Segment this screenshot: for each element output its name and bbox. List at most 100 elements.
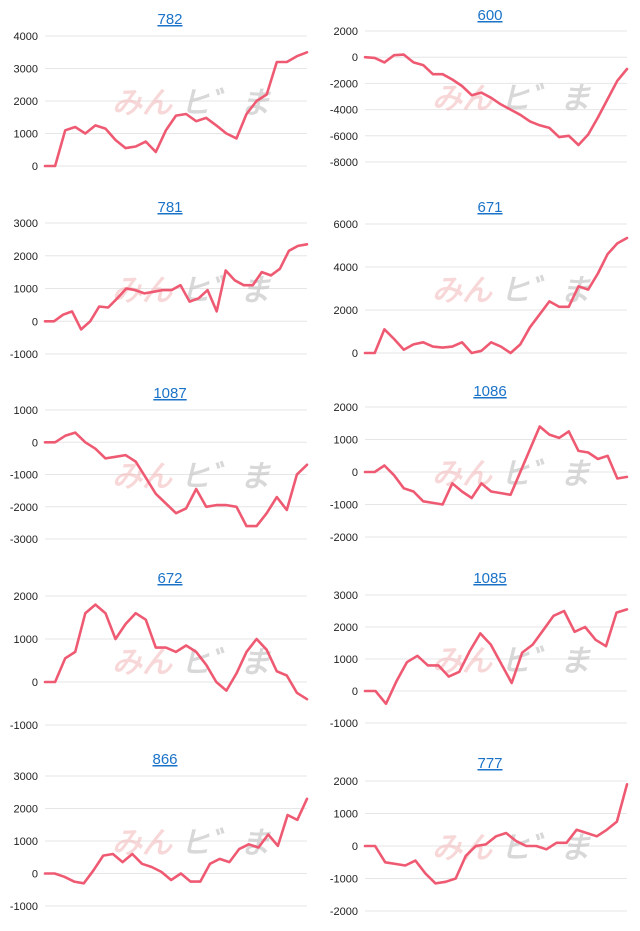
- y-tick-label: 0: [32, 316, 38, 328]
- y-tick-label: 3000: [14, 218, 38, 230]
- y-tick-label: 2000: [334, 305, 358, 317]
- y-tick-label: 2000: [14, 591, 38, 603]
- y-tick-label: 0: [32, 677, 38, 689]
- y-tick-label: 1000: [14, 405, 38, 417]
- y-tick-label: -4000: [330, 105, 358, 117]
- chart-panel-777: -2000 -1000 0 1000 2000 みん ヒ゛ま 777: [320, 745, 640, 931]
- chart-svg: -1000 0 1000 2000 3000 みん ヒ゛ま 1085: [330, 570, 629, 730]
- chart-panel-600: -8000 -6000 -4000 -2000 0 2000 みん ヒ゛ま 600: [320, 0, 640, 186]
- chart-title-link[interactable]: 671: [477, 199, 502, 216]
- chart-title-link[interactable]: 781: [157, 199, 182, 216]
- chart-panel-1085: -1000 0 1000 2000 3000 みん ヒ゛ま 1085: [320, 560, 640, 746]
- y-tick-label: 0: [352, 52, 358, 64]
- watermark-logo: ヒ゛ま: [500, 645, 591, 678]
- series-line: [363, 236, 629, 355]
- series-line: [363, 425, 629, 506]
- y-tick-label: -1000: [10, 349, 38, 361]
- chart-panel-781: -1000 0 1000 2000 3000 みん ヒ゛ま 781: [0, 190, 320, 376]
- series-line: [43, 431, 309, 528]
- watermark-logo: みん: [432, 832, 493, 865]
- watermark-logo: みん: [432, 275, 493, 308]
- y-tick-label: 0: [32, 869, 38, 881]
- series-line: [363, 782, 629, 885]
- chart-panel-866: -1000 0 1000 2000 3000 みん ヒ゛ま 866: [0, 745, 320, 931]
- y-tick-label: 1000: [14, 634, 38, 646]
- y-tick-label: 2000: [334, 402, 358, 414]
- chart-panel-782: 0 1000 2000 3000 4000 みん ヒ゛ま 782: [0, 0, 320, 186]
- series-line: [363, 53, 629, 147]
- watermark-logo: ヒ゛ま: [180, 461, 271, 494]
- y-tick-label: -1000: [10, 720, 38, 732]
- y-tick-label: 0: [352, 348, 358, 360]
- chart-title-link[interactable]: 782: [157, 11, 182, 28]
- y-tick-label: -1000: [330, 718, 358, 730]
- y-tick-label: 0: [352, 686, 358, 698]
- watermark-logo: みん: [112, 87, 173, 120]
- y-tick-label: 3000: [14, 64, 38, 76]
- y-tick-label: 1000: [14, 284, 38, 296]
- y-tick-label: -2000: [10, 502, 38, 514]
- y-tick-label: 2000: [334, 622, 358, 634]
- watermark-logo: みん: [112, 647, 173, 680]
- y-tick-label: -2000: [330, 906, 358, 918]
- chart-panel-671: 0 2000 4000 6000 みん ヒ゛ま 671: [320, 190, 640, 376]
- y-tick-label: 1000: [334, 809, 358, 821]
- y-tick-label: 0: [352, 841, 358, 853]
- y-tick-label: 2000: [14, 804, 38, 816]
- watermark-logo: みん: [112, 461, 173, 494]
- y-tick-label: 1000: [14, 836, 38, 848]
- y-tick-label: 2000: [334, 776, 358, 788]
- y-tick-label: 0: [32, 437, 38, 449]
- y-tick-label: -1000: [330, 874, 358, 886]
- y-tick-label: 0: [352, 467, 358, 479]
- chart-title-link[interactable]: 672: [157, 570, 182, 587]
- series-line: [43, 242, 309, 331]
- chart-title-link[interactable]: 866: [152, 751, 177, 768]
- y-tick-label: 0: [32, 161, 38, 173]
- y-tick-label: 6000: [334, 219, 358, 231]
- watermark-logo: みん: [112, 827, 173, 860]
- y-tick-label: 4000: [14, 31, 38, 43]
- y-tick-label: -1000: [10, 901, 38, 913]
- y-tick-label: 2000: [14, 96, 38, 108]
- chart-panel-1087: -3000 -2000 -1000 0 1000 みん ヒ゛ま 1087: [0, 370, 320, 556]
- chart-title-link[interactable]: 1085: [473, 570, 506, 587]
- y-tick-label: 2000: [14, 251, 38, 263]
- chart-title-link[interactable]: 600: [477, 7, 502, 24]
- y-tick-label: -2000: [330, 532, 358, 544]
- series-line: [43, 603, 309, 701]
- y-tick-label: 1000: [334, 654, 358, 666]
- y-tick-label: -3000: [10, 534, 38, 546]
- y-tick-label: 2000: [334, 26, 358, 38]
- y-tick-label: -8000: [330, 157, 358, 169]
- series-line: [363, 608, 629, 706]
- chart-title-link[interactable]: 1087: [153, 385, 186, 402]
- chart-svg: -3000 -2000 -1000 0 1000 みん ヒ゛ま 1087: [10, 385, 309, 546]
- watermark-logo: ヒ゛ま: [180, 87, 271, 120]
- chart-panel-1086: -2000 -1000 0 1000 2000 みん ヒ゛ま 1086: [320, 370, 640, 556]
- y-tick-label: -6000: [330, 131, 358, 143]
- y-tick-label: -2000: [330, 78, 358, 90]
- chart-svg: -1000 0 1000 2000 3000 みん ヒ゛ま 866: [10, 751, 309, 913]
- watermark-logo: みん: [432, 645, 493, 678]
- chart-panel-672: -1000 0 1000 2000 みん ヒ゛ま 672: [0, 560, 320, 746]
- y-tick-label: 3000: [334, 590, 358, 602]
- chart-title-link[interactable]: 777: [477, 755, 502, 772]
- series-line: [43, 797, 309, 885]
- y-tick-label: 4000: [334, 262, 358, 274]
- y-tick-label: 1000: [14, 129, 38, 141]
- watermark-logo: ヒ゛ま: [180, 827, 271, 860]
- chart-title-link[interactable]: 1086: [473, 383, 506, 400]
- chart-svg: 0 1000 2000 3000 4000 みん ヒ゛ま 782: [14, 11, 309, 173]
- watermark-logo: ヒ゛ま: [500, 83, 591, 116]
- y-tick-label: -1000: [10, 470, 38, 482]
- y-tick-label: 3000: [14, 771, 38, 783]
- y-tick-label: 1000: [334, 435, 358, 447]
- y-tick-label: -1000: [330, 500, 358, 512]
